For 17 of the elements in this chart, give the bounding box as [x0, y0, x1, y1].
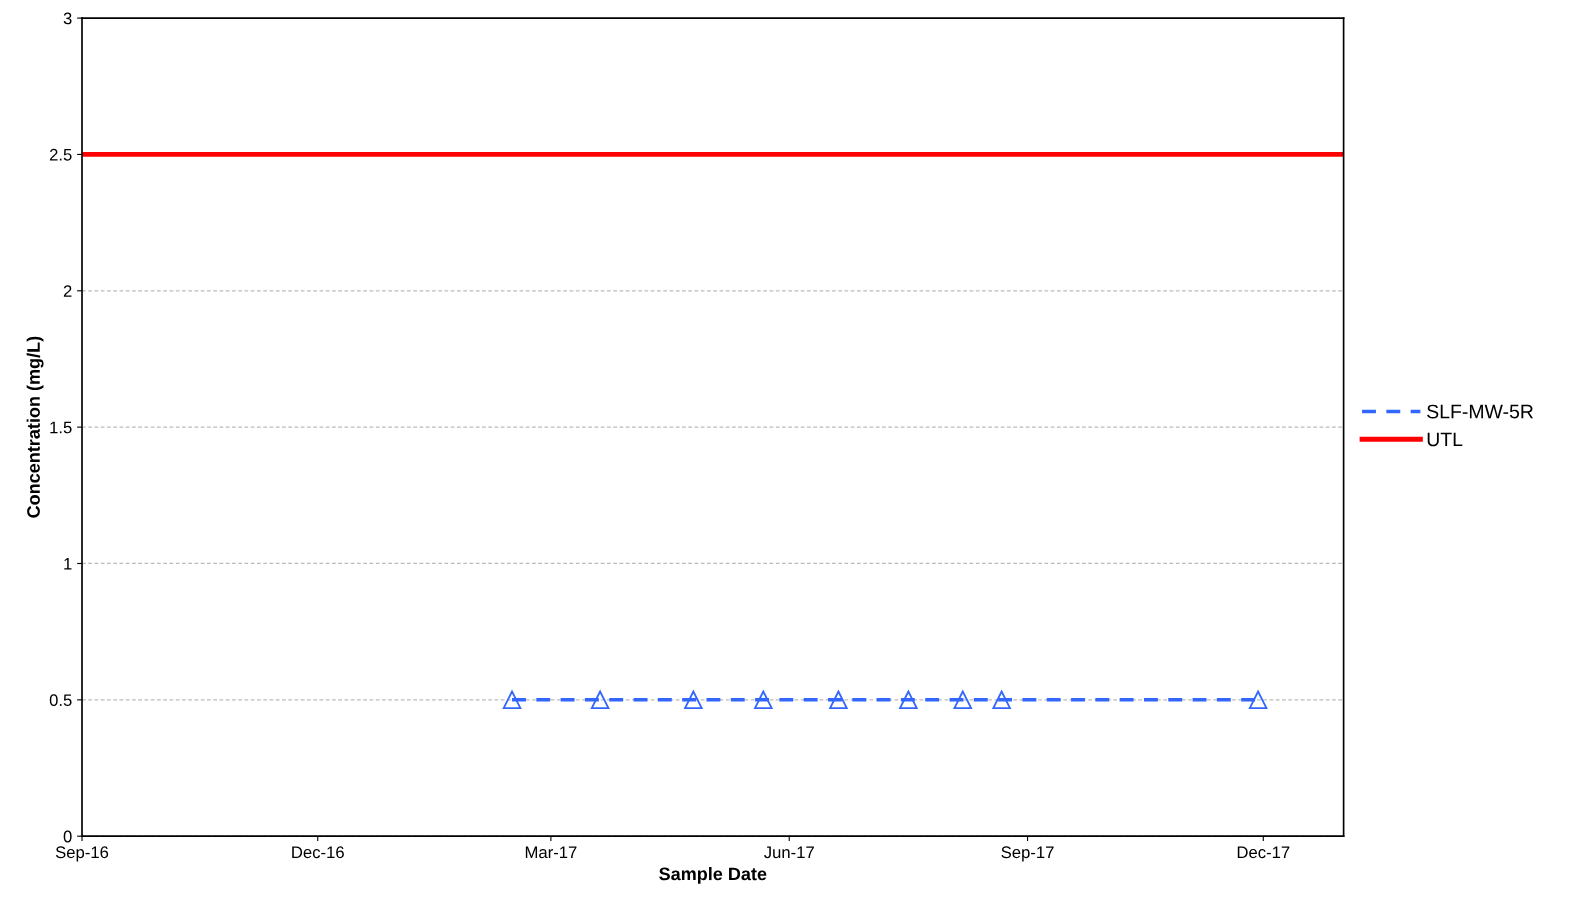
x-tick-label: Sep-16	[55, 846, 109, 862]
x-tick-label: Mar-17	[525, 846, 577, 859]
x-tick-label: Sep-17	[1001, 846, 1054, 862]
y-axis-title: Concentration (mg/L)	[26, 336, 44, 518]
y-tick-label: 2	[63, 285, 72, 297]
legend-label: UTL	[1427, 432, 1463, 447]
x-axis-title: Sample Date	[659, 867, 767, 884]
y-tick-label: 2.5	[49, 148, 72, 161]
y-tick-label: 1	[64, 558, 72, 570]
y-tick-label: 0	[63, 830, 72, 843]
x-tick-label: Dec-16	[292, 846, 344, 859]
legend-label: SLF-MW-5R	[1427, 404, 1533, 419]
y-tick-label: 1.5	[50, 421, 72, 434]
x-tick-label: Dec-17	[1237, 846, 1290, 859]
y-tick-label: 3	[63, 12, 72, 25]
x-tick-label: Jun-17	[764, 846, 814, 859]
y-tick-label: 0.5	[49, 694, 72, 707]
